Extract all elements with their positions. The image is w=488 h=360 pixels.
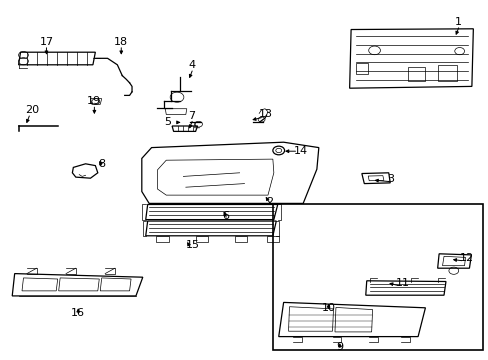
Text: 13: 13 — [259, 109, 273, 119]
Text: 18: 18 — [114, 37, 128, 47]
Text: 7: 7 — [188, 111, 195, 121]
Text: 16: 16 — [71, 307, 85, 318]
Text: 20: 20 — [25, 105, 40, 115]
Text: 8: 8 — [98, 159, 105, 169]
Text: 2: 2 — [266, 197, 273, 207]
Text: 10: 10 — [321, 303, 335, 313]
Bar — [272, 204, 482, 350]
Text: 11: 11 — [395, 278, 409, 288]
Text: 5: 5 — [164, 117, 171, 127]
Text: 17: 17 — [40, 37, 53, 47]
Text: 12: 12 — [459, 253, 473, 263]
Text: 14: 14 — [293, 146, 307, 156]
Text: 6: 6 — [222, 211, 229, 221]
Text: 3: 3 — [386, 174, 393, 184]
Text: 9: 9 — [336, 342, 343, 352]
Text: 1: 1 — [454, 17, 461, 27]
Text: 4: 4 — [188, 60, 195, 70]
Text: 19: 19 — [87, 96, 101, 106]
Text: 15: 15 — [185, 240, 200, 250]
